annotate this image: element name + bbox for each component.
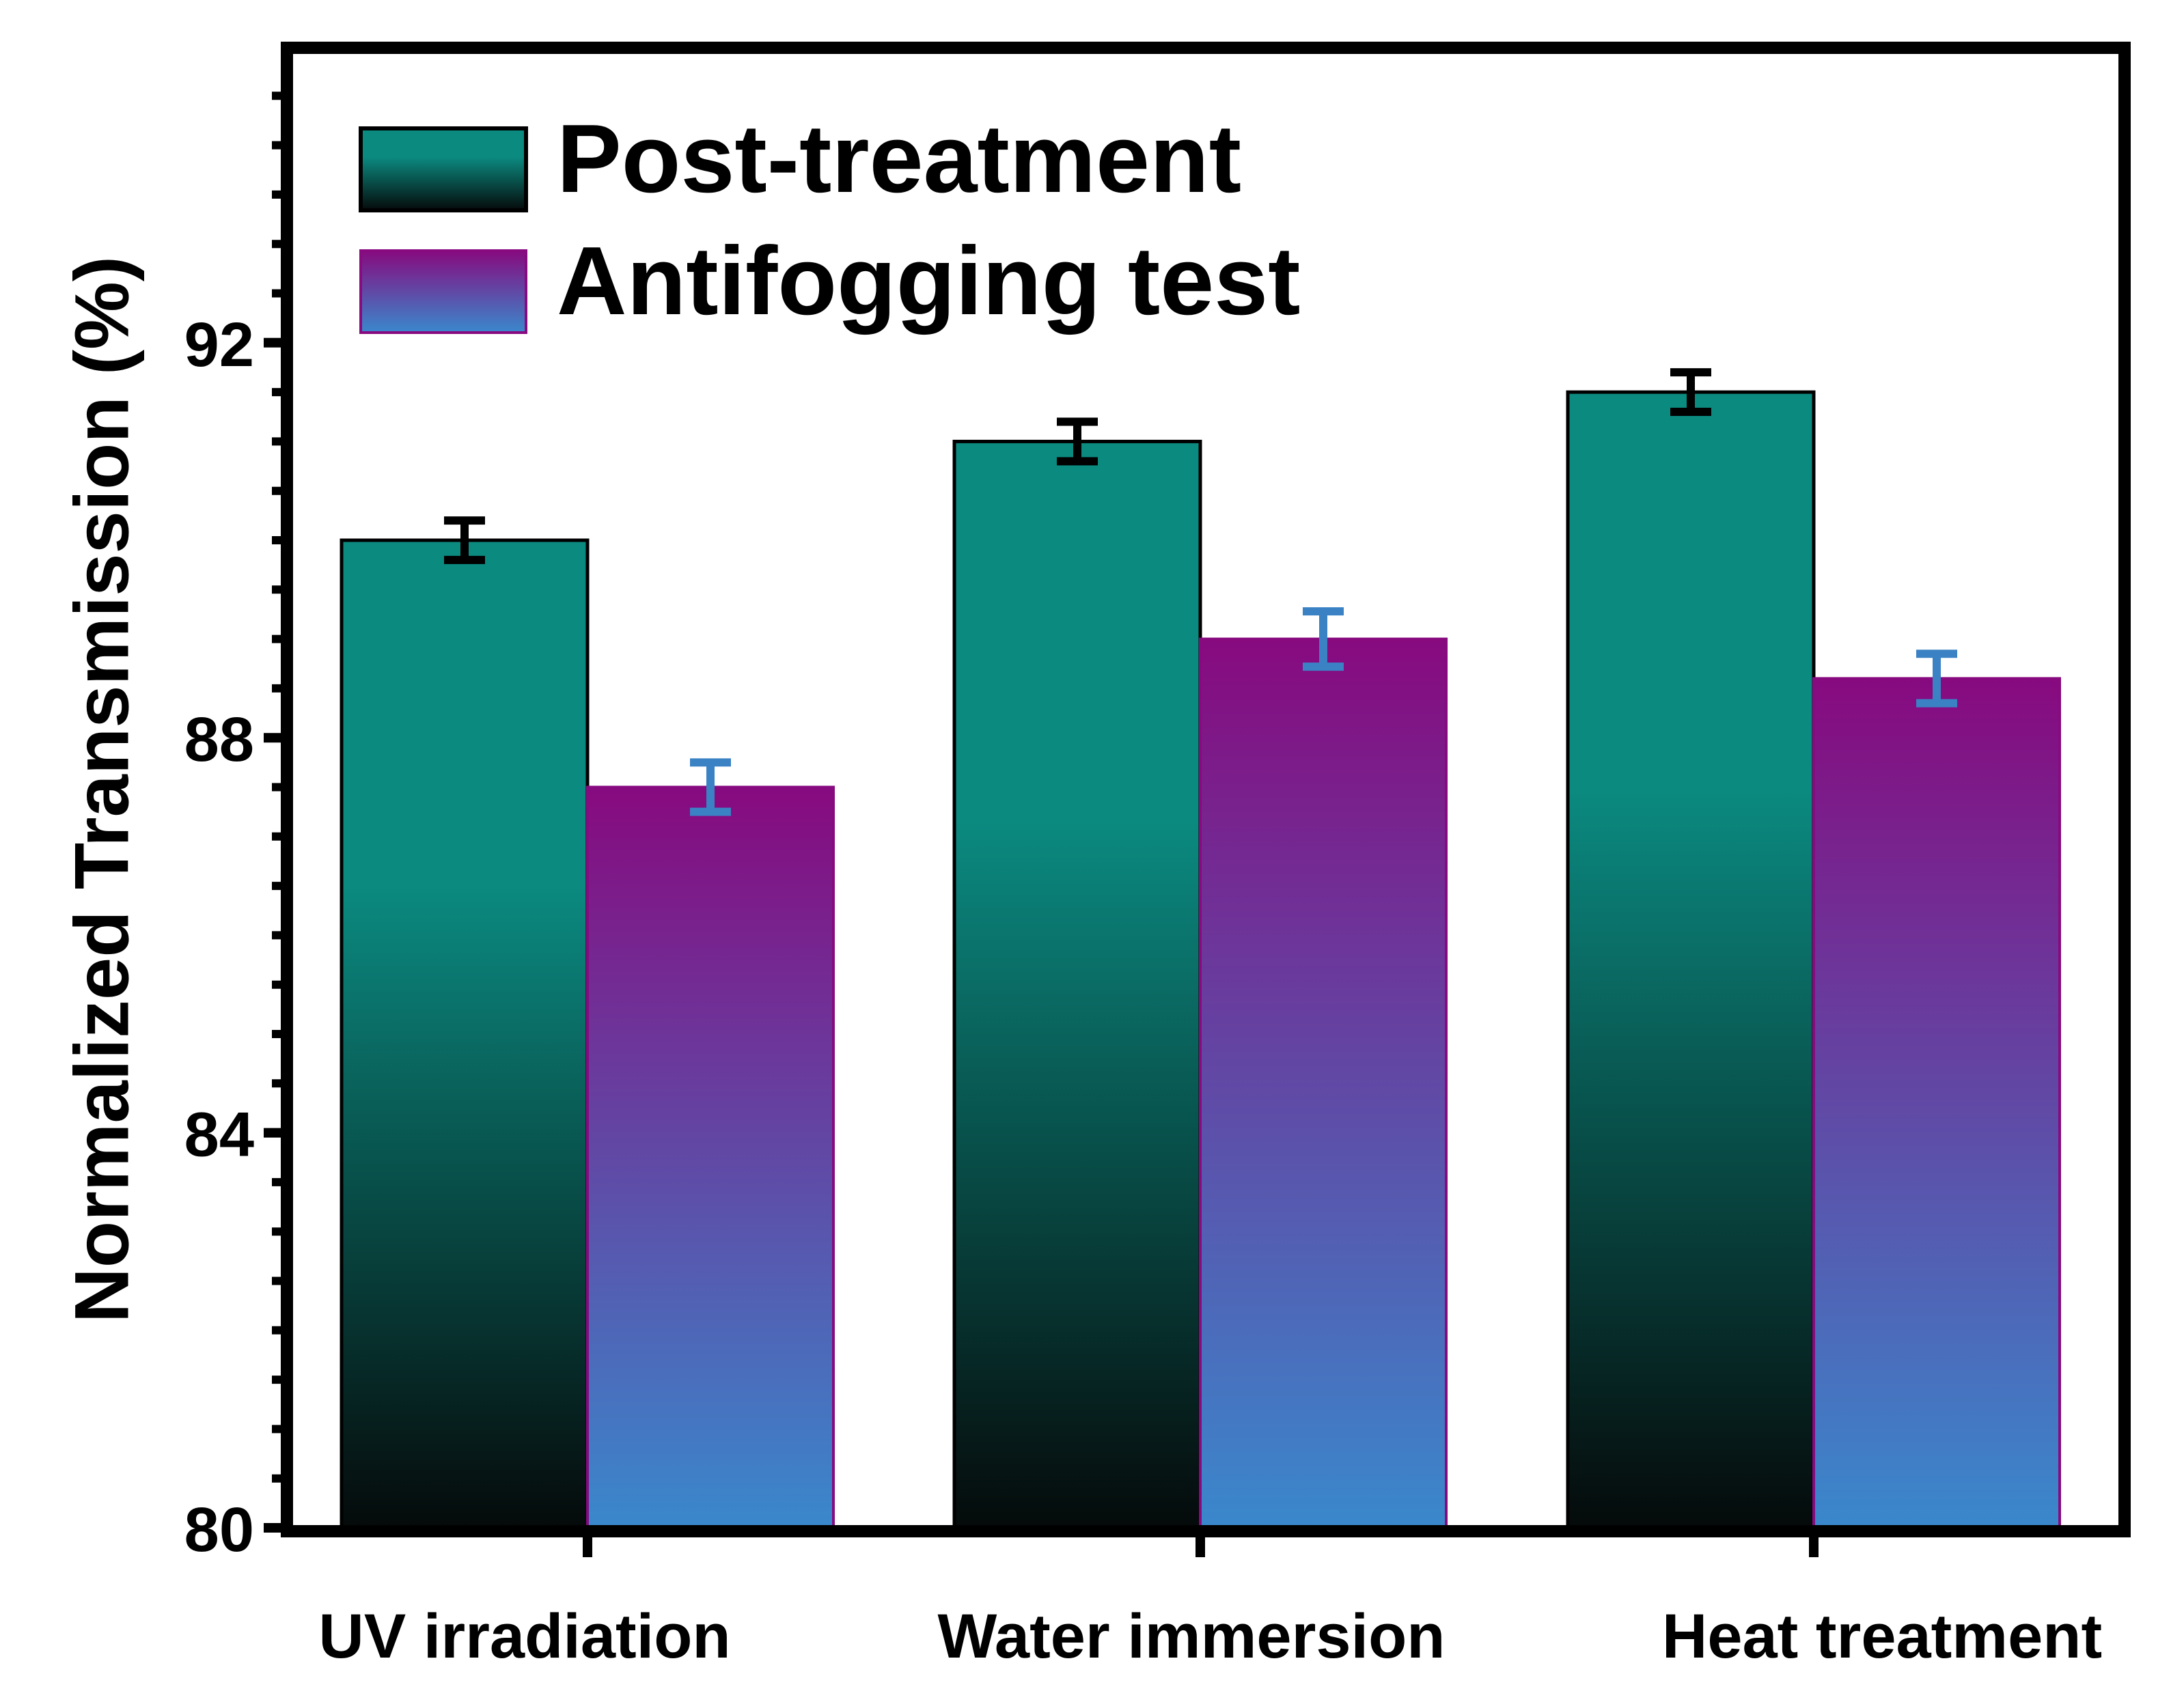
y-axis: 80 84 88 92 bbox=[184, 92, 287, 1565]
error-bar-post-treatment-heat-treatment bbox=[1670, 368, 1711, 417]
y-tick-label-84: 84 bbox=[184, 1100, 254, 1170]
error-bar-antifogging-test-uv-irradiation bbox=[690, 758, 731, 816]
legend-label-post-treatment: Post-treatment bbox=[557, 104, 1241, 213]
y-tick-label-80: 80 bbox=[184, 1495, 254, 1565]
legend-label-antifogging-test: Antifogging test bbox=[557, 227, 1300, 335]
y-tick-label-92: 92 bbox=[184, 310, 254, 380]
bar-post-treatment-water-immersion bbox=[952, 439, 1202, 1530]
legend: Post-treatment Antifogging test bbox=[359, 104, 1300, 335]
error-bar-post-treatment-water-immersion bbox=[1057, 417, 1098, 466]
x-tick-label-heat-treatment: Heat treatment bbox=[1662, 1602, 2102, 1671]
bar-post-treatment-uv-irradiation bbox=[340, 538, 590, 1530]
y-tick-label-88: 88 bbox=[184, 705, 254, 774]
legend-swatch-post-treatment bbox=[359, 126, 528, 212]
bars-layer bbox=[340, 390, 2061, 1530]
legend-swatch-antifogging-test bbox=[359, 249, 527, 334]
bar-antifogging-test-heat-treatment bbox=[1812, 677, 2061, 1530]
y-axis-title: Normalized Transmission (%) bbox=[59, 256, 145, 1323]
error-bars-layer bbox=[444, 368, 1957, 816]
x-tick-label-water-immersion: Water immersion bbox=[937, 1602, 1445, 1671]
x-tick-label-uv-irradiation: UV irradiation bbox=[318, 1602, 730, 1671]
error-bar-antifogging-test-water-immersion bbox=[1303, 607, 1344, 671]
bar-post-treatment-heat-treatment bbox=[1566, 390, 1816, 1530]
error-bar-antifogging-test-heat-treatment bbox=[1916, 650, 1957, 708]
bar-antifogging-test-water-immersion bbox=[1199, 637, 1448, 1529]
bar-antifogging-test-uv-irradiation bbox=[586, 785, 835, 1529]
error-bar-post-treatment-uv-irradiation bbox=[444, 516, 485, 564]
x-axis: UV irradiation Water immersion Heat treatm… bbox=[318, 1531, 2102, 1671]
